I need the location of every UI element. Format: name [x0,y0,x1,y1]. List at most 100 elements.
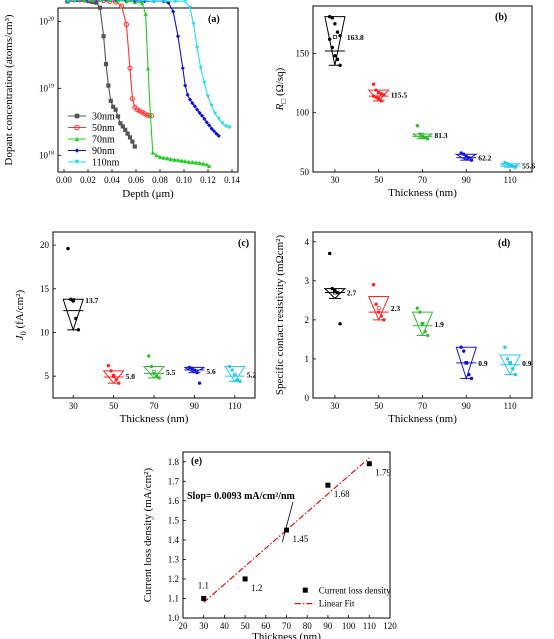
panel-c-xtick-label: 110 [228,401,242,411]
panel-d-point [330,286,334,291]
panel-a-point [109,0,112,2]
panel-e-ytick-label: 1.7 [168,476,180,486]
panel-b-mean [333,35,337,39]
panel-e-legend-label: Current loss density [319,586,391,596]
panel-a-point [185,92,190,97]
panel-a-point [216,133,221,138]
panel-e-point-label: 1.68 [334,489,350,499]
panel-b-point [333,54,337,58]
panel-d-mean [508,360,512,365]
panel-d-mean-label: 2.3 [391,304,401,313]
panel-c-xlabel: Thickness (nm) [120,413,189,425]
panel-c-ytick-label: 20 [40,240,50,250]
panel-c-xtick-label: 90 [190,401,200,411]
panel-a-point [119,3,125,9]
panel-a-point [190,160,195,165]
panel-a-point [168,156,173,162]
panel-d-point [338,322,342,326]
panel-d-mean-label: 0.9 [522,359,532,368]
panel-b-ytick-label: 150 [296,48,310,58]
panel-b-point [462,152,466,156]
panel-c-ytick-label: 5 [45,371,50,381]
panel-b-mean-label: 62.2 [478,154,491,163]
panel-a-point [79,0,85,2]
panel-e-xlabel: Thickness (nm) [252,631,321,639]
panel-b-mean-label: 115.5 [391,90,408,99]
panel-d-ylabel: Specific contact resistivity (mΩcm²) [274,235,286,396]
panel-e-ytick-label: 1.3 [168,554,180,564]
panel-e-label: (e) [191,456,202,467]
panel-d-point [415,306,419,310]
panel-d-mean-label: 0.9 [478,359,488,368]
panel-d-xtick-label: 70 [418,401,428,411]
panel-b-point [335,57,340,62]
panel-a-xtick-label: 0.04 [104,175,120,185]
panel-a-xtick-label: 0.12 [200,175,216,185]
panel-b-point [330,16,334,20]
panel-e-ytick-label: 1.5 [168,515,180,525]
panel-c-point [227,364,232,369]
panel-a-point [94,0,99,5]
panel-b-point [338,33,342,38]
panel-a-point [207,123,212,128]
panel-b-point [513,165,517,169]
panel-d-point [426,333,430,338]
panel-a-point [183,83,188,88]
panel-a-legend-label: 90nm [92,146,115,157]
panel-a-point [139,0,145,5]
panel-d-ytick-label: 0 [305,393,310,403]
panel-a-xtick-label: 0.10 [176,175,192,185]
panel-b-mean-label: 55.6 [522,161,535,170]
panel-e-annotation: Slop= 0.0093 mA/cm²/nm [187,491,296,502]
panel-a-point [163,0,167,4]
panel-a-point [65,0,70,4]
panel-c-point [154,374,159,378]
panel-a-xtick-label: 0.00 [56,175,72,185]
panel-b-point [335,30,340,34]
panel-b-point [459,151,463,155]
panel-e-xtick-label: 120 [383,621,397,631]
panel-b-xtick-label: 30 [330,175,340,185]
panel-b-mean [376,92,381,97]
panel-a-point [99,0,101,2]
panel-e-ytick-label: 1.1 [168,593,179,603]
panel-a-legend-marker [74,148,80,153]
panel-c-point [74,316,78,321]
panel-c-point [197,381,202,385]
panel-c-mean [152,369,156,374]
panel-d-mean-label: 2.7 [347,289,357,298]
panel-a-point [211,128,217,134]
panel-c-point [106,363,111,368]
panel-a-point [111,104,116,109]
panel-c-xtick-label: 70 [150,401,160,411]
panel-b-point [371,82,376,86]
panel-a-point [207,163,212,169]
panel-a-point [143,11,148,16]
panel-d-point [469,376,474,381]
panel-d-xtick-label: 50 [374,401,384,411]
panel-e-xtick-label: 40 [220,621,230,631]
panel-e-xtick-label: 20 [179,621,189,631]
panel-a-series-line [67,0,210,167]
panel-e-point [325,482,331,488]
panel-a-point [150,150,155,155]
panel-a-point [118,121,123,126]
panel-a-point [171,9,176,14]
panel-b-point [379,99,383,103]
panel-c-mean [71,298,76,302]
panel-b-xtick-label: 50 [374,175,384,185]
panel-b-point [415,124,419,128]
panel-e-point [284,527,289,533]
panel-a-point [152,0,156,4]
panel-a-point [227,125,232,130]
panel-c-label: (c) [238,238,249,249]
panel-d-point [511,367,515,371]
panel-b-point [377,96,381,101]
panel-a-point [223,124,229,129]
panel-b-point [423,135,427,140]
panel-a-point [199,113,205,118]
panel-a-point [120,0,123,2]
panel-a-point [157,154,163,159]
panel-d-point [423,329,427,334]
